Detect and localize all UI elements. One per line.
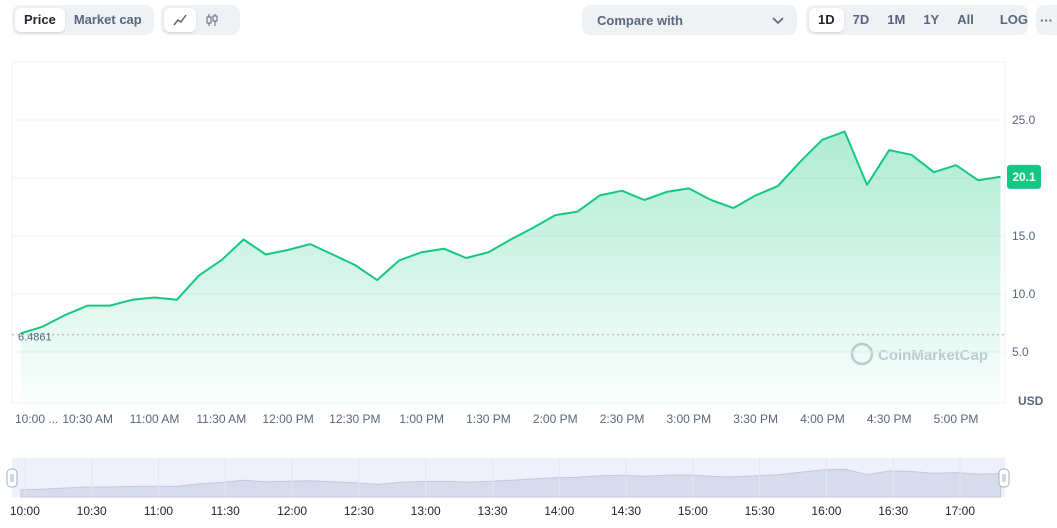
current-price-badge [1007,164,1041,189]
navigator-tick-label: 12:30 [344,504,374,518]
navigator-tick-label: 16:30 [878,504,908,518]
navigator-tick-label: 14:00 [544,504,574,518]
range-1m[interactable]: 1M [887,12,906,27]
navigator-tick-label: 13:30 [477,504,507,518]
navigator-tick-label: 11:30 [211,504,240,518]
x-tick-label: 11:30 AM [196,412,246,426]
x-tick-label: 10:30 AM [62,412,113,426]
navigator-tick-label: 16:00 [811,504,841,518]
navigator-handle[interactable] [6,468,18,488]
navigator-tick-label: 12:00 [277,504,307,518]
x-tick-label: 11:00 AM [130,412,180,426]
log-toggle[interactable]: LOG [999,12,1029,27]
candle-icon [206,14,218,26]
open-price-label: 6.4861 [18,332,52,344]
line-chart-button[interactable] [164,8,196,32]
metric-tabs: Price Market cap [12,5,154,35]
current-price-label: 20.1 [1012,170,1036,184]
navigator-tick-label: 15:00 [678,504,708,518]
x-tick-label: 2:00 PM [533,412,578,426]
navigator-tick-label: 10:00 [10,504,40,518]
x-tick-label: 4:00 PM [800,412,845,426]
x-tick-label: 12:30 PM [329,412,380,426]
y-tick-label: 10.0 [1012,287,1036,301]
compare-label: Compare with [597,12,683,28]
range-tabs: 1D 7D 1M 1Y All LOG [806,5,1028,35]
price-line [20,130,1001,335]
x-tick-label: 2:30 PM [600,412,645,426]
x-tick-label: 1:30 PM [466,412,511,426]
x-tick-label: 10:00 ... [15,412,58,426]
y-tick-label: 15.0 [1012,229,1036,243]
x-tick-label: 3:00 PM [666,412,711,426]
navigator-tick-label: 11:00 [144,504,173,518]
navigator-tick-label: 10:30 [77,504,107,518]
navigator-tick-label: 15:30 [745,504,775,518]
x-tick-label: 5:00 PM [934,412,979,426]
market-cap-tab[interactable]: Market cap [73,12,142,27]
navigator-tick-label: 17:00 [945,504,975,518]
range-1d[interactable]: 1D [809,8,844,32]
compare-dropdown[interactable]: Compare with [582,5,797,35]
watermark: CoinMarketCap [850,342,988,366]
navigator-tick-label: 14:30 [611,504,641,518]
y-tick-label: 20.0 [1012,171,1036,185]
x-tick-label: 3:30 PM [733,412,778,426]
range-1y[interactable]: 1Y [923,12,940,27]
candle-chart-button[interactable] [196,8,228,32]
range-7d[interactable]: 7D [852,12,870,27]
navigator-handle[interactable] [998,468,1010,488]
navigator-bg [12,458,1005,497]
y-tick-label: 5.0 [1012,345,1029,359]
range-all[interactable]: All [957,12,974,27]
navigator-tick-label: 13:00 [411,504,441,518]
chevron-icon [772,17,784,25]
more-label: ··· [1040,12,1053,28]
chart-type-tabs [161,5,240,35]
x-tick-label: 12:00 PM [262,412,313,426]
watermark-text: CoinMarketCap [878,347,988,364]
x-tick-label: 1:00 PM [399,412,444,426]
plot-frame [11,61,1006,404]
y-tick-label: 25.0 [1012,113,1036,127]
x-tick-label: 4:30 PM [867,412,912,426]
price-area [20,131,1001,403]
more-button[interactable]: ··· [1036,5,1057,35]
navigator-area [20,468,1002,498]
line-icon [173,14,187,26]
price-tab[interactable]: Price [15,8,65,32]
y-axis-label: USD [1018,394,1044,408]
